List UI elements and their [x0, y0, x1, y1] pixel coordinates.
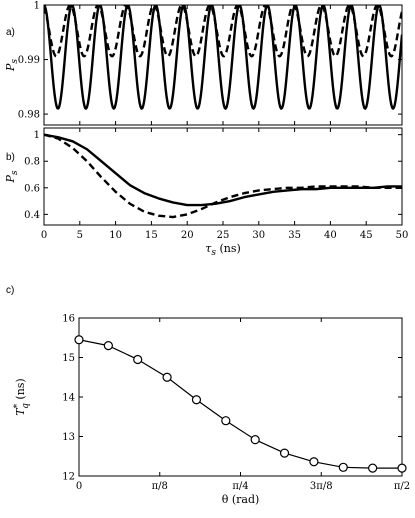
plot-frame [43, 127, 403, 226]
x-axis-label: τs (ns) [205, 242, 241, 258]
data-point-marker [133, 354, 143, 365]
y-tick-label: 15 [62, 353, 75, 364]
x-tick-label: 30 [252, 230, 265, 241]
y-tick-label: 0.4 [24, 210, 40, 221]
x-tick-label: 40 [324, 230, 337, 241]
data-point-marker [368, 463, 378, 473]
data-point-marker [191, 395, 202, 405]
x-tick-label: 5 [77, 230, 83, 241]
x-tick-label: 3π/8 [310, 481, 333, 492]
x-tick-label: 20 [181, 230, 194, 241]
x-tick-label: 15 [145, 230, 158, 241]
y-tick-label: 0.99 [18, 55, 40, 66]
x-tick-label: 35 [288, 230, 301, 241]
x-tick-label: 45 [360, 230, 373, 241]
data-point-marker [250, 435, 260, 445]
data-point-marker [221, 416, 231, 426]
panel-0: 0.98 0.99 1 a) Ps [4, 1, 403, 126]
y-tick-label: 13 [62, 432, 75, 443]
data-point-marker [309, 457, 319, 467]
x-tick-label: 10 [109, 230, 122, 241]
y-tick-label: 0.98 [18, 110, 40, 121]
data-point-marker [279, 448, 290, 458]
x-tick-label: 0 [41, 230, 47, 241]
data-point-marker [162, 372, 172, 382]
y-tick-label: 0.8 [24, 157, 40, 168]
plot-frame [78, 317, 403, 477]
series-line-1-dashed [44, 5, 402, 58]
series-line-0-solid [44, 133, 402, 207]
data-point-marker [103, 341, 113, 351]
panel-2: 12 13 14 15 16 0 π/8 π/4 3π/8 π/2 c) T*q (ns) θ (rad… [6, 285, 410, 506]
panel-label: a) [6, 27, 15, 38]
data-point-marker [397, 463, 407, 473]
y-tick-label: 16 [62, 314, 75, 325]
x-tick-label: 50 [396, 230, 409, 241]
x-tick-label: 0 [76, 481, 82, 492]
x-tick-label: π/8 [152, 481, 168, 492]
data-point-marker [338, 462, 348, 472]
y-axis-label: Ps [4, 59, 20, 72]
y-tick-label: 12 [62, 472, 75, 483]
y-tick-label: 0.6 [24, 183, 40, 194]
series-line-0-solid [79, 339, 402, 469]
y-tick-label: 1 [34, 130, 40, 141]
y-tick-label: 14 [62, 393, 75, 404]
data-point-marker [74, 335, 84, 345]
y-axis-label: T*q (ns) [13, 378, 31, 415]
panel-label: c) [6, 285, 14, 296]
x-axis-label: θ (rad) [222, 493, 260, 506]
x-tick-label: π/2 [394, 481, 410, 492]
y-tick-label: 1 [34, 1, 40, 12]
x-tick-label: 25 [217, 230, 230, 241]
panel-label: b) [6, 152, 15, 163]
x-tick-label: π/4 [232, 481, 248, 492]
series-line-1-dashed [44, 133, 402, 219]
y-axis-label: Ps [4, 170, 20, 183]
